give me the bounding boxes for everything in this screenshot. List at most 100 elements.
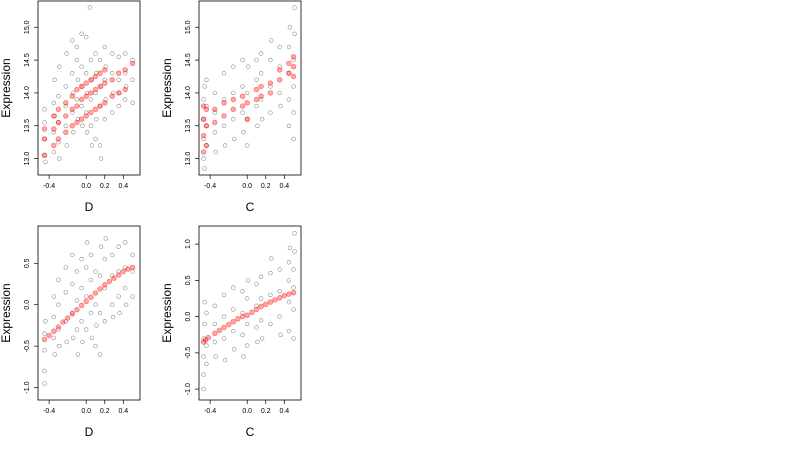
observed-point bbox=[254, 325, 259, 330]
observed-point bbox=[291, 267, 296, 272]
observed-point bbox=[240, 310, 245, 316]
observed-point bbox=[122, 51, 128, 56]
fitted-point bbox=[51, 328, 57, 334]
observed-point bbox=[109, 252, 115, 258]
observed-point bbox=[240, 84, 245, 89]
observed-point bbox=[93, 343, 98, 349]
observed-point bbox=[88, 277, 94, 283]
observed-point bbox=[277, 289, 282, 294]
plot-frame bbox=[37, 0, 141, 176]
fitted-point bbox=[129, 264, 136, 271]
observed-point bbox=[231, 90, 236, 96]
observed-point bbox=[268, 292, 273, 298]
x-tick-label: -0.4 bbox=[43, 408, 55, 415]
fitted-point bbox=[244, 116, 250, 122]
x-tick-label: 0.4 bbox=[279, 183, 289, 190]
observed-point bbox=[63, 123, 69, 129]
observed-point bbox=[245, 64, 251, 69]
fitted-point bbox=[277, 67, 283, 73]
observed-point bbox=[93, 136, 98, 142]
observed-point bbox=[130, 57, 135, 63]
fitted-point bbox=[102, 67, 108, 73]
observed-point bbox=[204, 343, 209, 348]
observed-point bbox=[258, 318, 264, 323]
observed-point bbox=[130, 252, 135, 258]
fitted-point bbox=[272, 297, 278, 303]
observed-point bbox=[70, 252, 75, 258]
x-axis-label: C bbox=[246, 425, 255, 439]
observed-point bbox=[259, 116, 265, 122]
observed-point bbox=[212, 130, 218, 135]
fitted-point bbox=[41, 152, 48, 159]
observed-point bbox=[43, 319, 48, 324]
observed-point bbox=[57, 343, 62, 349]
fitted-point bbox=[253, 96, 260, 103]
observed-point bbox=[204, 361, 209, 366]
observed-point bbox=[204, 143, 209, 148]
observed-point bbox=[102, 285, 108, 291]
fitted-point bbox=[258, 83, 264, 90]
observed-point bbox=[97, 352, 103, 357]
observed-point bbox=[277, 90, 282, 96]
observed-point bbox=[268, 57, 273, 63]
fitted-point bbox=[46, 332, 52, 339]
observed-point bbox=[102, 116, 108, 122]
observed-point bbox=[286, 299, 292, 305]
observed-point bbox=[291, 136, 296, 142]
y-tick-label: 0.5 bbox=[24, 258, 31, 268]
fitted-point bbox=[41, 126, 48, 132]
observed-point bbox=[51, 130, 56, 135]
observed-point bbox=[97, 57, 103, 63]
fitted-point bbox=[203, 123, 210, 129]
fitted-point bbox=[205, 334, 212, 341]
observed-point bbox=[64, 51, 69, 56]
observed-point bbox=[79, 64, 84, 69]
observed-point bbox=[109, 110, 115, 115]
fitted-point bbox=[63, 113, 69, 119]
fitted-point bbox=[212, 106, 218, 113]
observed-point bbox=[109, 51, 115, 56]
observed-point bbox=[286, 123, 292, 129]
fitted-point bbox=[97, 70, 103, 76]
observed-point bbox=[221, 292, 227, 298]
observed-point bbox=[42, 331, 47, 336]
observed-point bbox=[201, 116, 206, 122]
observed-point bbox=[122, 97, 128, 102]
observed-point bbox=[269, 256, 274, 261]
observed-point bbox=[74, 327, 80, 332]
fitted-point bbox=[258, 303, 264, 310]
fitted-point bbox=[281, 292, 287, 299]
observed-point bbox=[245, 343, 250, 348]
observed-point bbox=[56, 327, 61, 332]
observed-point bbox=[89, 143, 95, 148]
observed-point bbox=[254, 303, 259, 308]
observed-point bbox=[258, 51, 264, 56]
observed-point bbox=[74, 97, 80, 102]
observed-point bbox=[201, 372, 206, 377]
y-tick-label: 15.0 bbox=[24, 20, 31, 34]
observed-point bbox=[204, 77, 209, 83]
fitted-point bbox=[203, 142, 210, 149]
observed-point bbox=[245, 296, 250, 301]
observed-point bbox=[51, 149, 56, 155]
fitted-point bbox=[286, 60, 292, 67]
observed-point bbox=[70, 70, 75, 76]
observed-point bbox=[291, 336, 296, 341]
fitted-point bbox=[97, 103, 103, 109]
observed-point bbox=[63, 84, 69, 89]
observed-point bbox=[79, 256, 84, 262]
observed-point bbox=[130, 269, 135, 274]
observed-point bbox=[286, 70, 292, 76]
observed-point bbox=[292, 31, 297, 36]
fitted-point bbox=[263, 301, 269, 307]
observed-point bbox=[291, 84, 296, 89]
fitted-point bbox=[115, 272, 122, 278]
observed-point bbox=[51, 314, 56, 320]
observed-point bbox=[103, 97, 108, 102]
observed-point bbox=[221, 70, 227, 76]
observed-point bbox=[130, 100, 135, 106]
observed-point bbox=[89, 335, 95, 341]
observed-point bbox=[245, 90, 250, 96]
fitted-point bbox=[267, 90, 274, 96]
